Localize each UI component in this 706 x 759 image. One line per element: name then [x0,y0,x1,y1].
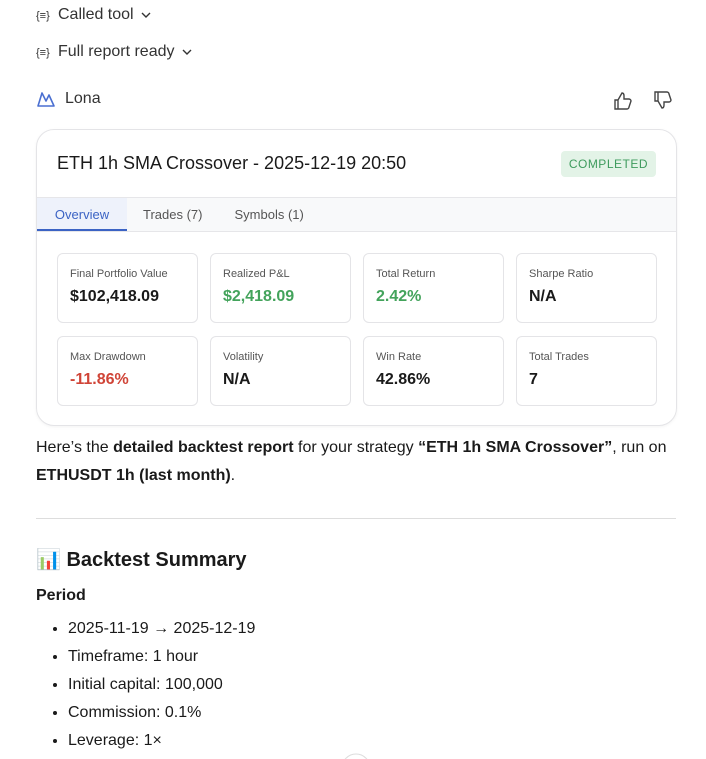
metric-value: 7 [529,371,538,388]
list-item: Leverage: 1× [68,727,255,755]
card-title: ETH 1h SMA Crossover - 2025-12-19 20:50 [57,153,407,173]
step[interactable]: {≡} Called tool [36,4,152,26]
assistant-name: Lona [65,90,101,107]
tab[interactable]: Symbols (1) [234,207,304,222]
metric-label: Realized P&L [223,268,290,280]
metric: Total Trades 7 [516,336,657,406]
metric-value: -11.86% [70,371,129,388]
chevron [182,49,191,55]
metric: Sharpe Ratio N/A [516,253,657,323]
tab-bar: Overview Trades (7) Symbols (1) [37,197,676,232]
scroll-button[interactable] [340,752,372,759]
tool-icon: {≡} [36,47,50,59]
metric-label: Volatility [223,351,264,363]
metric-label: Total Trades [529,351,589,363]
list-item: Initial capital: 100,000 [68,671,255,699]
divider [36,518,676,519]
tab[interactable]: Trades (7) [143,207,203,222]
metric: Total Return 2.42% [363,253,504,323]
text: detailed backtest report [113,439,294,456]
metric-value: $2,418.09 [223,288,295,305]
subheading: Period [36,587,86,604]
metric-label: Total Return [376,268,436,280]
thumb-down[interactable] [654,91,672,109]
step-label: Full report ready [58,43,175,60]
metric-value: $102,418.09 [70,288,159,305]
text: “ETH 1h SMA Crossover” [418,439,613,456]
list-item: 2025-11-19 → 2025-12-19 [68,615,255,643]
metric: Win Rate 42.86% [363,336,504,406]
report-card: ETH 1h SMA Crossover - 2025-12-19 20:50 … [36,129,677,426]
list-item: Timeframe: 1 hour [68,643,255,671]
metric-value: N/A [223,371,251,388]
metric-label: Max Drawdown [70,351,146,363]
assistant-header: Lona [36,90,101,108]
metric: Realized P&L $2,418.09 [210,253,351,323]
tool-icon: {≡} [36,10,50,22]
metric-label: Win Rate [376,351,422,363]
list: 2025-11-19 → 2025-12-19 Timeframe: 1 hou… [36,615,255,755]
text: Here’s the [36,439,114,456]
logo [37,92,55,107]
step[interactable]: {≡} Full report ready [36,41,193,63]
feedback [614,91,672,110]
tab[interactable]: Overview [37,198,127,231]
thumb-up[interactable] [614,92,632,110]
status-badge: COMPLETED [560,151,656,177]
list-item: Commission: 0.1% [68,699,255,727]
step-label: Called tool [58,6,134,23]
metric-value: 42.86% [376,371,431,388]
metric-value: 2.42% [376,288,422,305]
text: , run on [612,439,667,456]
message: Here’s the detailed backtest report for … [36,434,686,490]
metric: Final Portfolio Value $102,418.09 [57,253,198,323]
text: . [230,467,236,484]
metric-label: Sharpe Ratio [529,268,594,280]
metric: Max Drawdown -11.86% [57,336,198,406]
chevron [141,12,151,18]
heading: 📊 Backtest Summary [36,549,247,571]
metric-label: Final Portfolio Value [70,268,168,280]
svg-text:{≡}: {≡} [36,10,50,22]
metric: Volatility N/A [210,336,351,406]
text: ETHUSDT 1h (last month) [36,467,231,484]
text: for your strategy [293,439,419,456]
svg-text:{≡}: {≡} [36,47,50,59]
metric-value: N/A [529,288,557,305]
